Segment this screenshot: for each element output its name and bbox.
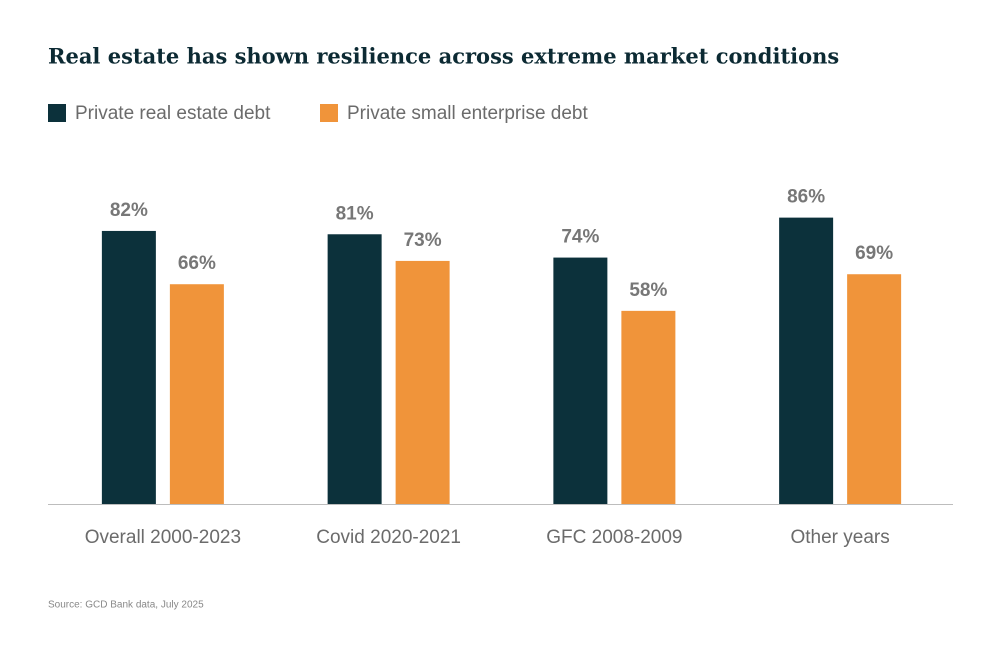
- value-label: 66%: [178, 253, 216, 274]
- bar: [101, 230, 156, 504]
- bar: [395, 260, 450, 504]
- x-tick-label: Other years: [790, 527, 889, 548]
- x-tick-label: GFC 2008-2009: [546, 527, 682, 548]
- x-tick-label: Overall 2000-2023: [85, 527, 241, 548]
- value-label: 73%: [404, 230, 442, 251]
- legend-label: Private real estate debt: [75, 103, 271, 124]
- bar: [553, 257, 608, 504]
- x-tick-label: Covid 2020-2021: [316, 527, 461, 548]
- legend-swatch: [320, 104, 338, 122]
- legend-swatch: [48, 104, 66, 122]
- value-label: 58%: [629, 280, 667, 301]
- chart-title: Real estate has shown resilience across …: [48, 44, 839, 69]
- legend-label: Private small enterprise debt: [347, 103, 588, 124]
- bar: [169, 284, 224, 504]
- value-label: 86%: [787, 187, 825, 208]
- value-label: 69%: [855, 243, 893, 264]
- value-label: 82%: [110, 200, 148, 221]
- source-note: Source: GCD Bank data, July 2025: [48, 600, 204, 611]
- bar: [847, 274, 902, 504]
- bar: [621, 310, 676, 504]
- bar: [779, 217, 834, 504]
- bar: [327, 234, 382, 504]
- value-label: 74%: [561, 227, 599, 248]
- value-label: 81%: [336, 203, 374, 224]
